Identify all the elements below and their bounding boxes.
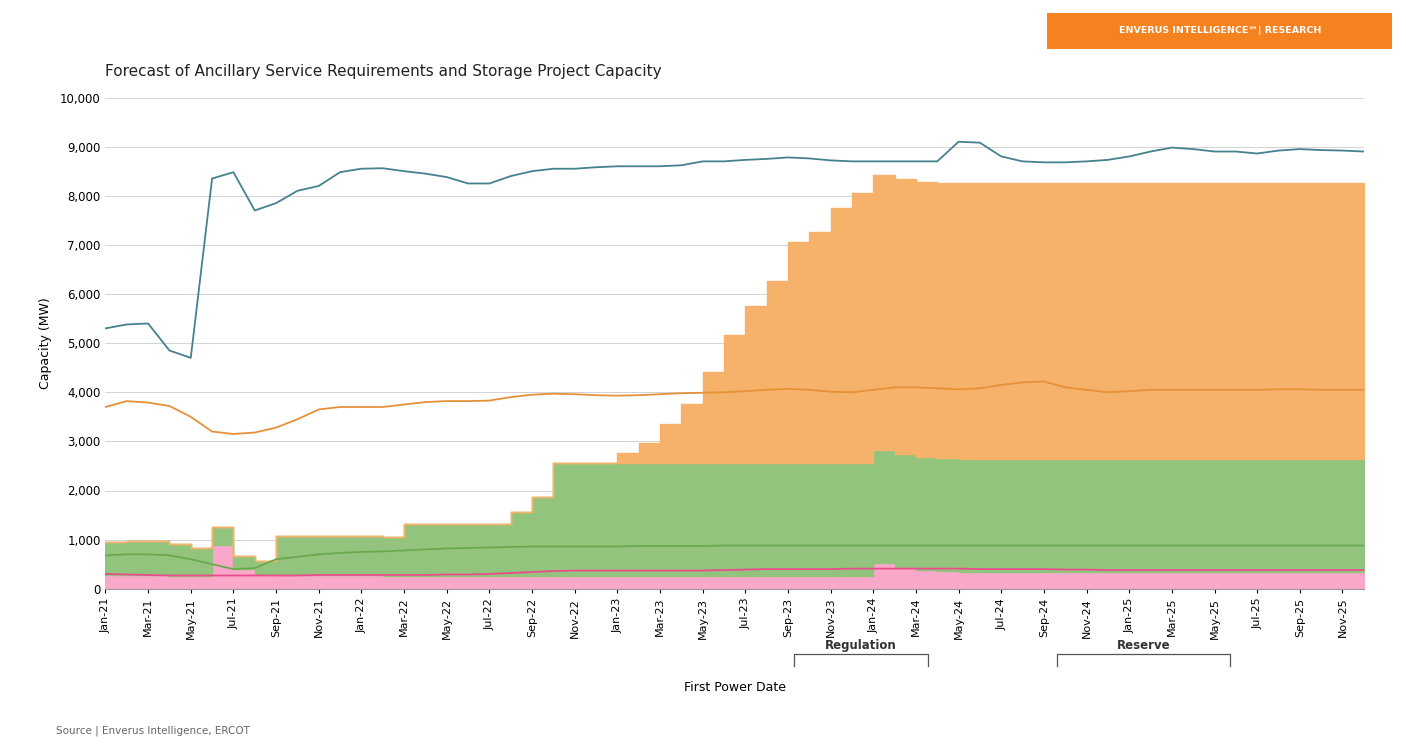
Text: ENVERUS INTELLIGENCE℠| RESEARCH: ENVERUS INTELLIGENCE℠| RESEARCH xyxy=(1119,26,1320,35)
Text: Forecast of Ancillary Service Requirements and Storage Project Capacity: Forecast of Ancillary Service Requiremen… xyxy=(105,64,662,79)
X-axis label: First Power Date: First Power Date xyxy=(683,680,786,694)
Text: Source | Enverus Intelligence, ERCOT: Source | Enverus Intelligence, ERCOT xyxy=(56,726,250,736)
Y-axis label: Capacity (MW): Capacity (MW) xyxy=(38,297,52,389)
Text: Reserve: Reserve xyxy=(1116,639,1171,652)
Text: Regulation: Regulation xyxy=(825,639,897,652)
